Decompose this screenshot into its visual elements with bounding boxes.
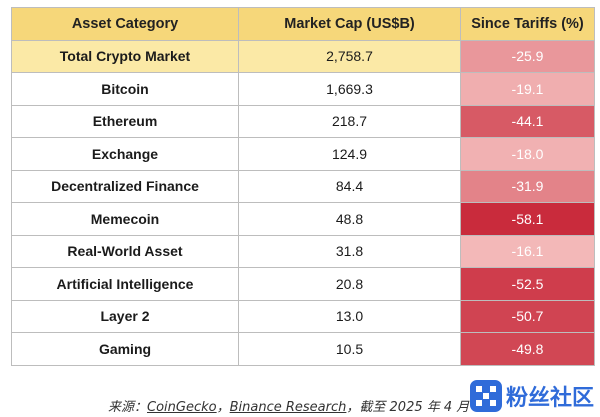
table-row: Exchange 124.9 -18.0 (11, 137, 595, 171)
cell-since-tariffs: -18.0 (460, 137, 595, 171)
source-note: 来源：CoinGecko，Binance Research，截至 2025 年 … (108, 396, 469, 415)
cell-market-cap: 31.8 (238, 234, 461, 268)
cell-since-tariffs: -44.1 (460, 104, 595, 138)
table-row: Ethereum 218.7 -44.1 (11, 104, 595, 138)
cell-asset-category: Ethereum (11, 104, 239, 138)
cell-since-tariffs: -50.7 (460, 299, 595, 333)
source-link-coingecko[interactable]: CoinGecko (147, 400, 217, 415)
cell-since-tariffs: -19.1 (460, 72, 595, 106)
cell-asset-category: Layer 2 (11, 299, 239, 333)
cell-market-cap: 20.8 (238, 267, 461, 301)
header-asset-category: Asset Category (11, 7, 239, 41)
source-suffix: ，截至 2025 年 4 月 (346, 400, 470, 415)
cell-asset-category: Memecoin (11, 202, 239, 236)
source-prefix: 来源： (108, 400, 148, 415)
cell-market-cap: 10.5 (238, 332, 461, 366)
cell-market-cap: 218.7 (238, 104, 461, 138)
cell-asset-category: Total Crypto Market (11, 39, 239, 73)
header-since-tariffs: Since Tariffs (%) (460, 7, 595, 41)
source-separator: ， (216, 400, 230, 415)
table-row: Memecoin 48.8 -58.1 (11, 202, 595, 236)
table-row: Gaming 10.5 -49.8 (11, 332, 595, 366)
cell-asset-category: Gaming (11, 332, 239, 366)
market-cap-table: Asset Category Market Cap (US$B) Since T… (11, 7, 595, 366)
table-row: Decentralized Finance 84.4 -31.9 (11, 169, 595, 203)
cell-since-tariffs: -31.9 (460, 169, 595, 203)
header-market-cap: Market Cap (US$B) (238, 7, 461, 41)
source-link-binance[interactable]: Binance Research (229, 400, 347, 415)
cell-since-tariffs: -49.8 (460, 332, 595, 366)
cell-since-tariffs: -58.1 (460, 202, 595, 236)
cell-asset-category: Bitcoin (11, 72, 239, 106)
table-row: Total Crypto Market 2,758.7 -25.9 (11, 39, 595, 73)
cell-asset-category: Exchange (11, 137, 239, 171)
ok-logo-icon (470, 380, 502, 412)
cell-asset-category: Real-World Asset (11, 234, 239, 268)
watermark-text: 粉丝社区 (506, 386, 595, 411)
table-row: Bitcoin 1,669.3 -19.1 (11, 72, 595, 106)
cell-market-cap: 84.4 (238, 169, 461, 203)
table-row: Artificial Intelligence 20.8 -52.5 (11, 267, 595, 301)
cell-since-tariffs: -25.9 (460, 39, 595, 73)
watermark: 粉丝社区 (470, 377, 596, 415)
cell-since-tariffs: -52.5 (460, 267, 595, 301)
table-row: Layer 2 13.0 -50.7 (11, 299, 595, 333)
cell-asset-category: Decentralized Finance (11, 169, 239, 203)
cell-market-cap: 2,758.7 (238, 39, 461, 73)
table-row: Real-World Asset 31.8 -16.1 (11, 234, 595, 268)
cell-market-cap: 48.8 (238, 202, 461, 236)
cell-market-cap: 124.9 (238, 137, 461, 171)
cell-market-cap: 1,669.3 (238, 72, 461, 106)
table-header-row: Asset Category Market Cap (US$B) Since T… (11, 7, 595, 41)
cell-asset-category: Artificial Intelligence (11, 267, 239, 301)
cell-market-cap: 13.0 (238, 299, 461, 333)
cell-since-tariffs: -16.1 (460, 234, 595, 268)
